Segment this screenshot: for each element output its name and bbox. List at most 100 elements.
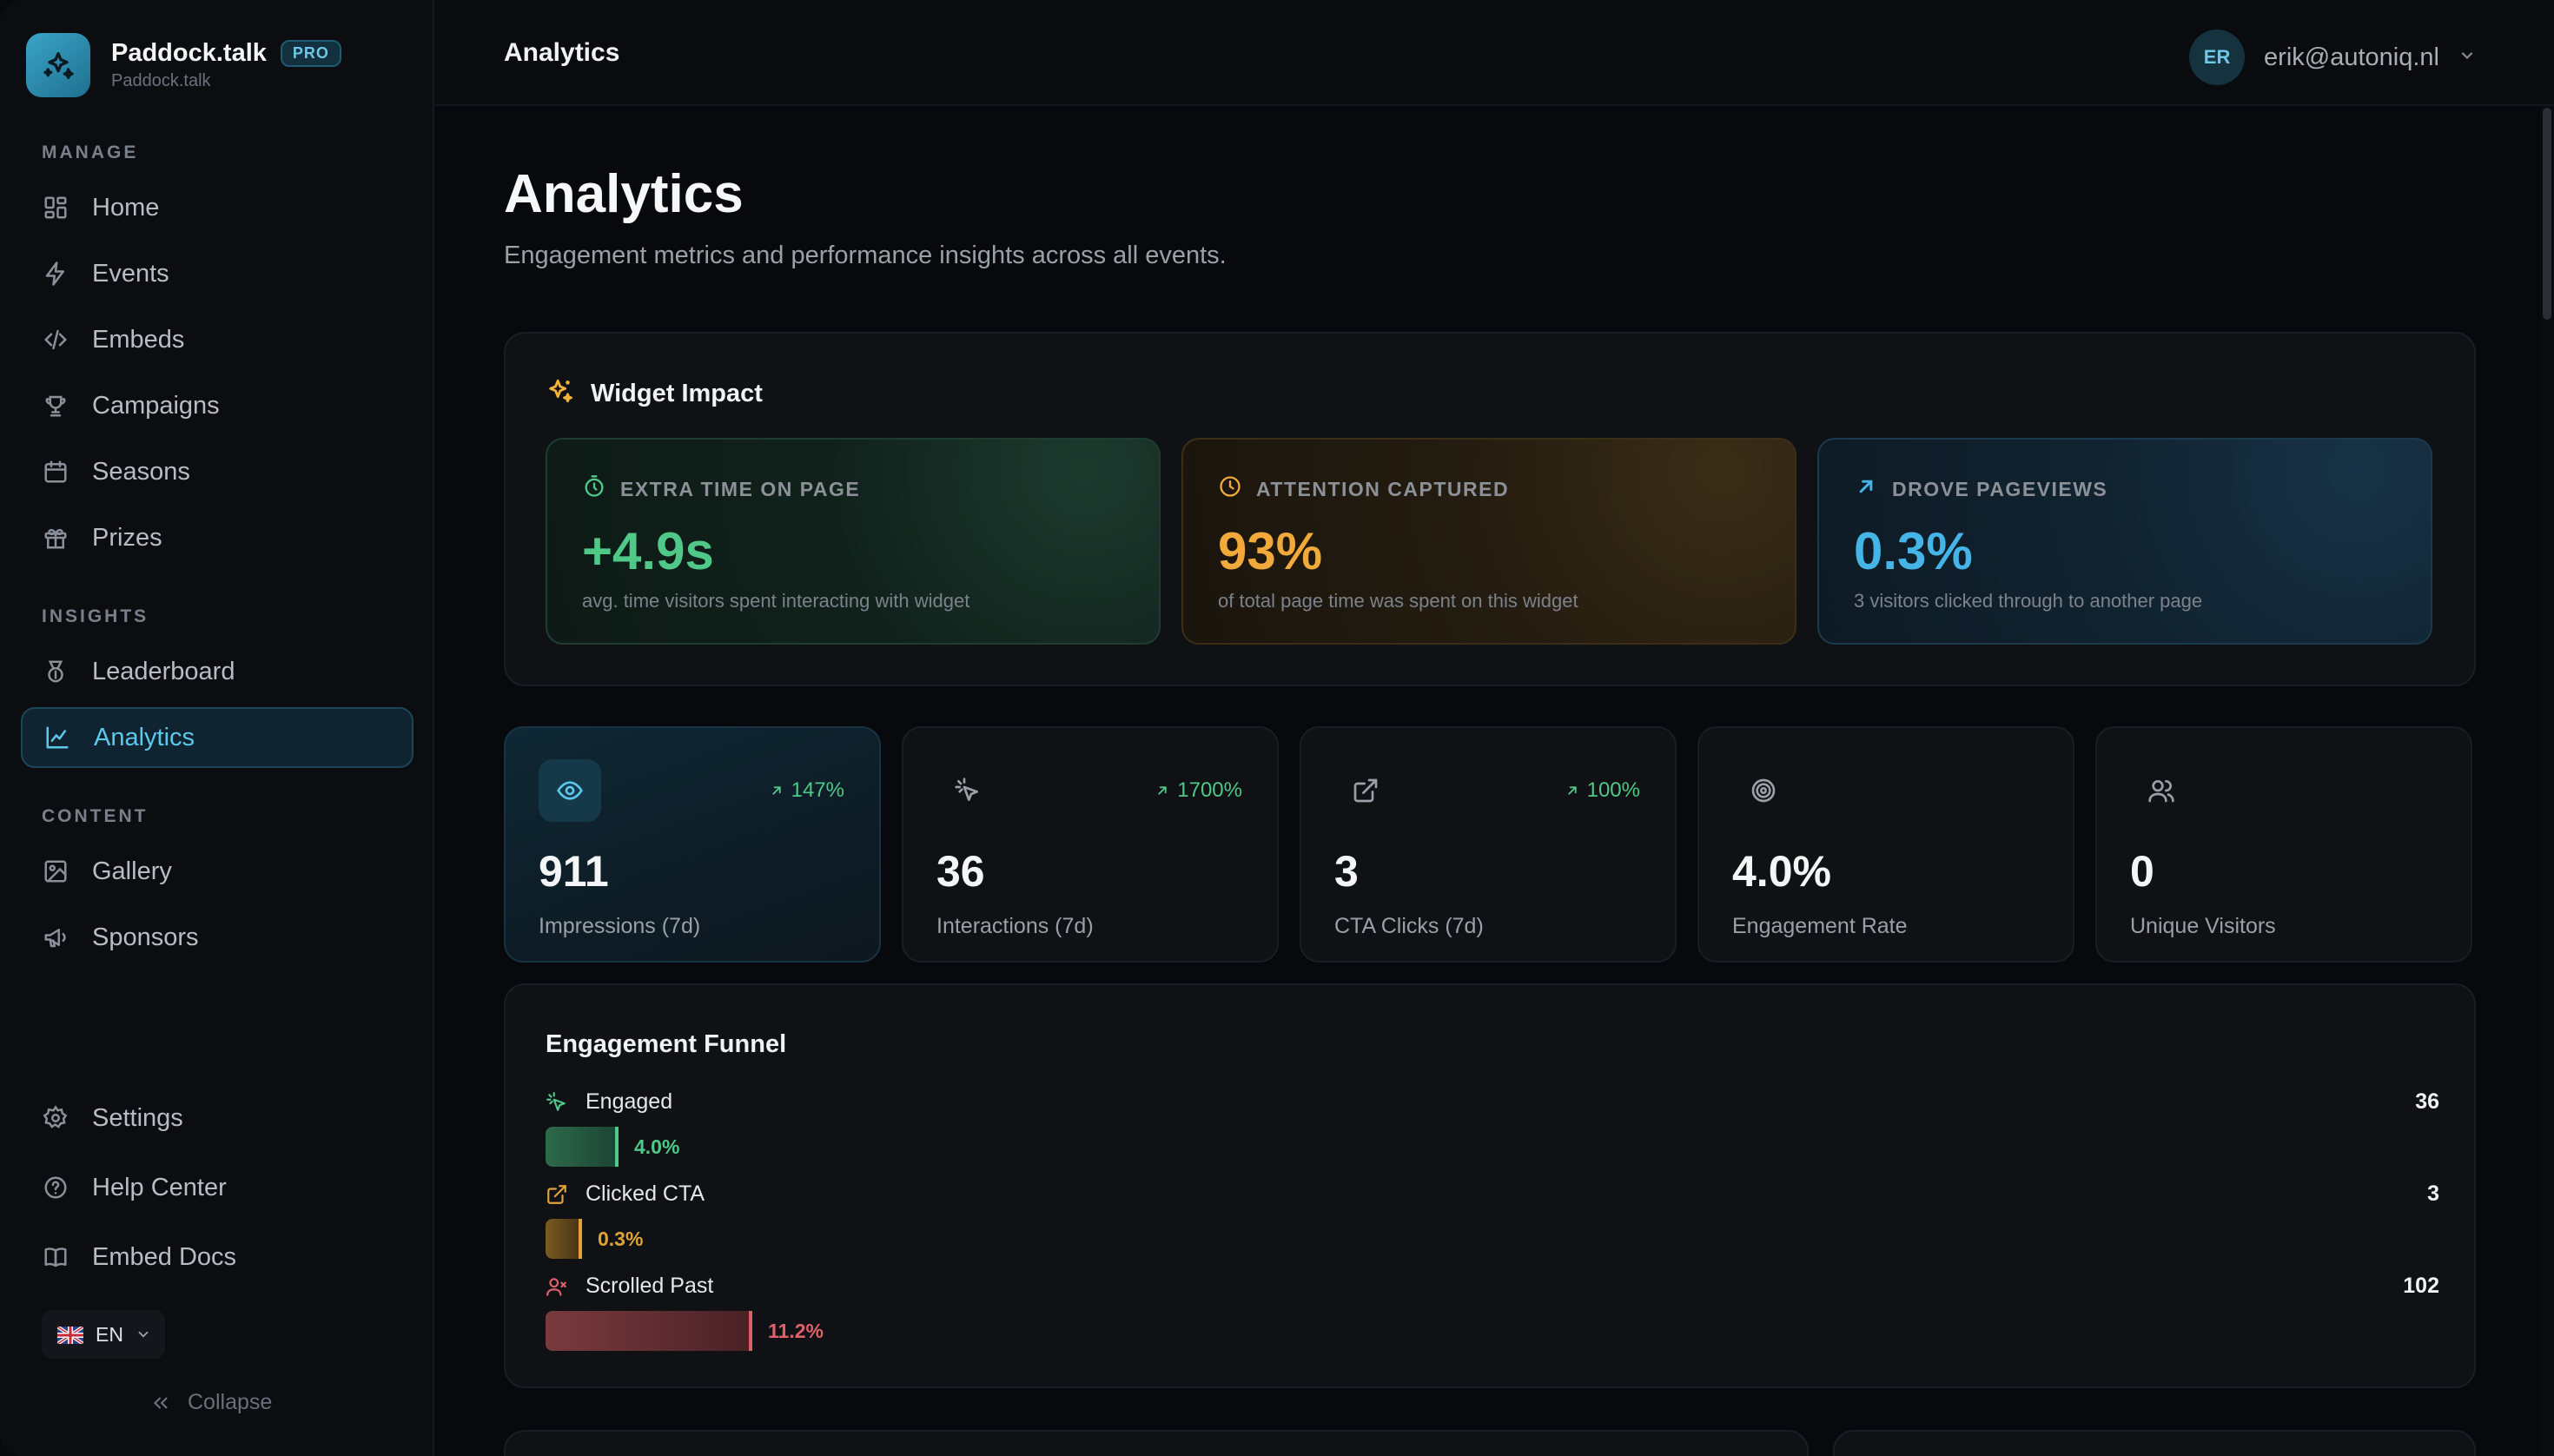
funnel-row-clicked-cta: Clicked CTA 3 0.3%	[546, 1181, 2439, 1259]
header-title: Analytics	[504, 38, 620, 67]
collapse-button[interactable]: Collapse	[149, 1390, 272, 1415]
widget-impact-title: Widget Impact	[591, 380, 763, 407]
external-link-icon	[1334, 759, 1397, 822]
stat-card-cta-clicks: 100% 3 CTA Clicks (7d)	[1300, 726, 1677, 963]
sidebar-item-embed-docs[interactable]: Embed Docs	[21, 1227, 414, 1287]
stat-card-impressions: 147% 911 Impressions (7d)	[504, 726, 881, 963]
user-x-icon	[546, 1275, 568, 1298]
user-menu[interactable]: ER erik@autoniq.nl	[2189, 30, 2476, 85]
stopwatch-icon	[582, 474, 606, 504]
trophy-icon	[42, 392, 69, 420]
lightning-icon	[42, 260, 69, 288]
funnel-bar	[546, 1311, 749, 1351]
sidebar-item-leaderboard[interactable]: Leaderboard	[21, 641, 414, 702]
sidebar-item-label: Seasons	[92, 457, 190, 486]
stat-label: Unique Visitors	[2130, 914, 2276, 938]
sidebar-item-embeds[interactable]: Embeds	[21, 309, 414, 370]
funnel-bar-cap	[579, 1219, 582, 1259]
gift-icon	[42, 524, 69, 552]
stat-value: 36	[936, 847, 985, 896]
grid-icon	[42, 194, 69, 222]
brand-subtitle: Paddock.talk	[111, 71, 211, 90]
funnel-count: 102	[2403, 1274, 2439, 1298]
eye-icon	[539, 759, 601, 822]
sidebar-item-events[interactable]: Events	[21, 243, 414, 304]
sparkles-icon	[546, 377, 575, 411]
impact-label: ATTENTION CAPTURED	[1256, 477, 1510, 500]
sidebar-item-label: Analytics	[94, 723, 195, 751]
funnel-percent: 0.3%	[598, 1227, 644, 1250]
sidebar-item-label: Gallery	[92, 857, 172, 885]
stat-card-unique-visitors: 0 Unique Visitors	[2095, 726, 2472, 963]
funnel-bar-cap	[749, 1311, 752, 1351]
sidebar-item-campaigns[interactable]: Campaigns	[21, 375, 414, 436]
chevrons-left-icon	[149, 1392, 172, 1414]
trend-value: 147%	[791, 778, 844, 802]
funnel-label: Clicked CTA	[586, 1181, 705, 1206]
widget-impact-panel: Widget Impact EXTRA TIME ON PAGE +4.9s a…	[504, 332, 2476, 686]
sidebar-item-label: Embed Docs	[92, 1242, 237, 1271]
funnel-bar	[546, 1127, 615, 1167]
sidebar-item-sponsors[interactable]: Sponsors	[21, 907, 414, 968]
stat-card-engagement-rate: 4.0% Engagement Rate	[1697, 726, 2074, 963]
sidebar-item-label: Sponsors	[92, 923, 199, 951]
pointer-click-icon	[936, 759, 999, 822]
sidebar-item-settings[interactable]: Settings	[21, 1088, 414, 1148]
funnel-label: Engaged	[586, 1089, 673, 1114]
sidebar-item-label: Settings	[92, 1103, 183, 1132]
help-circle-icon	[42, 1174, 69, 1201]
external-link-icon	[546, 1183, 568, 1206]
language-selector[interactable]: EN	[42, 1310, 165, 1359]
language-label: EN	[96, 1322, 123, 1346]
engagement-funnel-panel: Engagement Funnel Engaged 36 4.0% Clicke…	[504, 983, 2476, 1388]
sidebar-item-home[interactable]: Home	[21, 177, 414, 238]
arrow-up-right-icon	[771, 786, 781, 795]
page-subtitle: Engagement metrics and performance insig…	[504, 242, 1227, 269]
arrow-up-right-icon	[1854, 474, 1878, 504]
uk-flag-icon	[56, 1325, 85, 1346]
sidebar-item-analytics[interactable]: Analytics	[21, 707, 414, 768]
sidebar-item-label: Prizes	[92, 523, 162, 552]
chart-line-icon	[43, 724, 71, 751]
funnel-count: 3	[2427, 1181, 2439, 1206]
chevron-down-icon	[136, 1327, 151, 1342]
impact-value: 0.3%	[1854, 522, 1973, 580]
funnel-label: Scrolled Past	[586, 1274, 714, 1298]
user-email: erik@autoniq.nl	[2264, 43, 2439, 71]
stat-label: CTA Clicks (7d)	[1334, 914, 1484, 938]
main-content: Analytics Engagement metrics and perform…	[434, 106, 2554, 1456]
sidebar-item-seasons[interactable]: Seasons	[21, 441, 414, 502]
sidebar-item-label: Embeds	[92, 325, 185, 354]
sidebar-item-prizes[interactable]: Prizes	[21, 507, 414, 568]
impact-desc: of total page time was spent on this wid…	[1218, 590, 1578, 612]
trend-badge: 100%	[1565, 778, 1640, 803]
sidebar-item-label: Help Center	[92, 1173, 227, 1201]
stat-label: Engagement Rate	[1732, 914, 1908, 938]
scrollbar[interactable]	[2540, 106, 2554, 1456]
sidebar-item-help-center[interactable]: Help Center	[21, 1157, 414, 1218]
impact-card-pageviews: DROVE PAGEVIEWS 0.3% 3 visitors clicked …	[1817, 438, 2432, 645]
sidebar-item-gallery[interactable]: Gallery	[21, 841, 414, 902]
collapse-label: Collapse	[188, 1390, 273, 1414]
stat-label: Impressions (7d)	[539, 914, 701, 938]
arrow-up-right-icon	[1567, 786, 1577, 795]
funnel-title: Engagement Funnel	[546, 1030, 787, 1058]
stat-value: 3	[1334, 847, 1359, 896]
section-label-insights: INSIGHTS	[42, 606, 149, 626]
book-icon	[42, 1243, 69, 1271]
code-icon	[42, 326, 69, 354]
sidebar-item-label: Home	[92, 193, 160, 222]
stat-card-interactions: 1700% 36 Interactions (7d)	[902, 726, 1279, 963]
megaphone-icon	[42, 923, 69, 951]
impact-desc: 3 visitors clicked through to another pa…	[1854, 590, 2203, 612]
impact-card-extra-time: EXTRA TIME ON PAGE +4.9s avg. time visit…	[546, 438, 1161, 645]
funnel-bar	[546, 1219, 579, 1259]
pointer-click-icon	[546, 1091, 568, 1114]
brand[interactable]: Paddock.talk PRO Paddock.talk	[26, 33, 341, 97]
image-icon	[42, 857, 69, 885]
scrollbar-thumb[interactable]	[2543, 108, 2551, 320]
impact-label: EXTRA TIME ON PAGE	[620, 477, 861, 500]
pro-badge: PRO	[280, 40, 341, 67]
funnel-row-engaged: Engaged 36 4.0%	[546, 1089, 2439, 1167]
impact-value: +4.9s	[582, 522, 714, 580]
